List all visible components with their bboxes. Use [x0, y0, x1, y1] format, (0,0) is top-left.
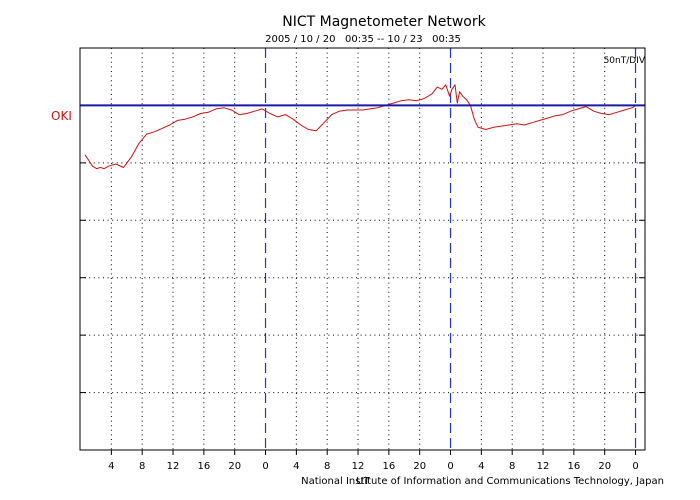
x-tick-label: 20 — [413, 461, 426, 472]
x-tick-label: 16 — [567, 461, 580, 472]
x-tick-label: 16 — [197, 461, 210, 472]
chart-subtitle: 2005 / 10 / 20 00:35 -- 10 / 23 00:35 — [265, 34, 461, 45]
x-tick-label: 8 — [324, 461, 330, 472]
x-tick-label: 20 — [598, 461, 611, 472]
x-tick-label: 0 — [262, 461, 268, 472]
x-tick-label: 12 — [167, 461, 180, 472]
x-tick-label: 0 — [632, 461, 638, 472]
x-axis-label: UT — [356, 476, 370, 487]
plot-frame — [79, 47, 646, 451]
x-tick-label: 12 — [352, 461, 365, 472]
x-tick-label: 4 — [108, 461, 114, 472]
x-tick-label: 0 — [447, 461, 453, 472]
series-trace — [84, 84, 637, 170]
day-boundaries — [264, 48, 637, 450]
chart-title: NICT Magnetometer Network — [282, 14, 486, 30]
x-tick-label: 12 — [537, 461, 550, 472]
station-label: OKI — [51, 109, 72, 123]
scale-label: 50nT/DIV — [604, 56, 646, 66]
x-tick-label: 4 — [293, 461, 299, 472]
grid — [80, 48, 645, 450]
x-tick-label: 16 — [382, 461, 395, 472]
x-tick-label: 20 — [228, 461, 241, 472]
credit-text: National Institute of Information and Co… — [301, 476, 664, 487]
trace-layer — [84, 84, 637, 170]
x-ticks: 4 8 12 16 20 0 4 8 12 16 20 0 4 8 12 16 20 0 — [108, 450, 639, 472]
x-tick-label: 8 — [509, 461, 515, 472]
x-tick-label: 8 — [139, 461, 145, 472]
x-tick-label: 4 — [478, 461, 484, 472]
